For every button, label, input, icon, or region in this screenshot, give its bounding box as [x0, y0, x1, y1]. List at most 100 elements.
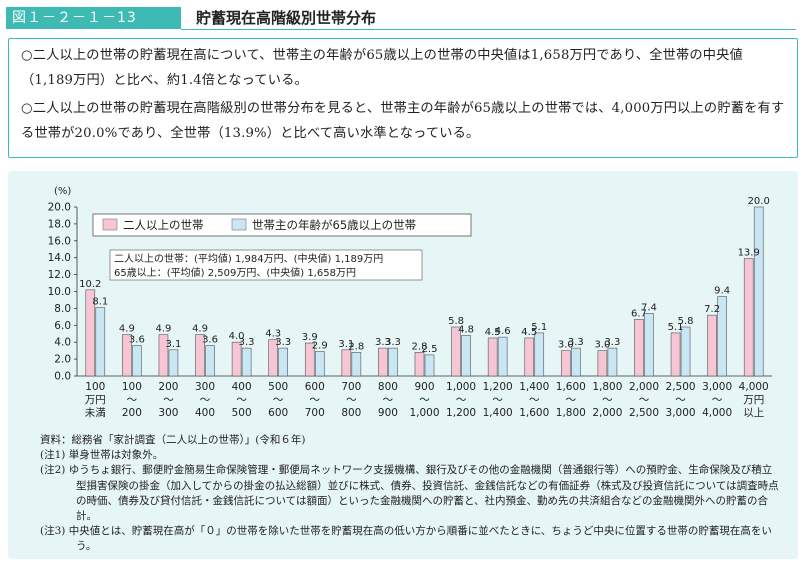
x-tick-label: ～	[346, 394, 357, 406]
bar-elderly-households	[424, 354, 435, 377]
x-tick-label: 200	[158, 381, 178, 393]
bar-elderly-households	[644, 313, 654, 377]
bar-all-households	[268, 339, 278, 377]
value-label-all-households: 4.3	[265, 329, 281, 340]
bar-elderly-households	[205, 345, 215, 377]
y-tick-label: 2.0	[54, 354, 71, 366]
x-tick-label: 700	[305, 407, 325, 419]
chart-x-labels: 100万円未満100～200200～300300～400400～500500～6…	[85, 381, 769, 419]
chart-value-labels: 10.28.14.93.64.93.14.93.6 4.03.34.33.3 3.9…	[79, 196, 770, 355]
legend-swatch-elderly-households	[231, 218, 247, 231]
bar-all-households	[524, 337, 535, 377]
value-label-elderly-households: 2.9	[312, 340, 328, 351]
x-tick-label: 4,000	[739, 381, 769, 393]
bar-elderly-households	[278, 347, 288, 377]
x-tick-label: 2,500	[666, 381, 696, 393]
value-label-elderly-households: 20.0	[748, 196, 770, 207]
bar-all-households	[195, 334, 205, 377]
y-tick-label: 14.0	[48, 252, 71, 264]
bar-all-households	[561, 350, 571, 377]
x-tick-label: 800	[341, 407, 361, 419]
value-label-all-households: 5.1	[668, 322, 684, 333]
bar-elderly-households	[95, 307, 106, 377]
summary-box: ○二人以上の世帯の貯蓄現在高について、世帯主の年齢が65歳以上の世帯の中央値は1…	[8, 38, 798, 158]
x-tick-label: ～	[127, 394, 138, 406]
x-tick-label: 3,000	[702, 381, 732, 393]
x-tick-label: 200	[122, 407, 142, 419]
value-label-elderly-households: 4.8	[458, 324, 474, 335]
x-tick-label: 未満	[85, 407, 106, 419]
value-label-all-households: 3.1	[338, 339, 354, 350]
note-1: (注1) 単身世帯は対象外。	[40, 449, 164, 462]
value-label-all-households: 6.7	[631, 308, 647, 319]
x-tick-label: 1,400	[519, 381, 549, 393]
y-tick-label: 12.0	[48, 269, 71, 281]
y-tick-label: 6.0	[54, 320, 71, 332]
bar-all-households	[341, 349, 352, 377]
value-label-elderly-households: 3.3	[385, 337, 401, 348]
value-label-elderly-households: 3.6	[202, 335, 218, 346]
bar-all-households	[414, 352, 425, 377]
x-tick-label: 100	[85, 381, 105, 393]
x-tick-label: 800	[378, 381, 398, 393]
x-tick-label: 600	[305, 381, 325, 393]
chart-axes: 0.0 2.0 4.0 6.0 8.0 10.0 12.0 14.0 16.0 18.0 20.0	[48, 202, 772, 383]
x-tick-label: 500	[268, 381, 288, 393]
bar-all-households	[158, 334, 169, 377]
bar-all-households	[85, 289, 96, 377]
bar-all-households	[670, 332, 681, 377]
annotation-box	[109, 249, 423, 281]
bar-elderly-households	[717, 296, 727, 377]
x-tick-label: 1,000	[409, 407, 439, 419]
x-tick-label: 万円	[85, 394, 106, 406]
value-label-elderly-households: 3.3	[239, 337, 255, 348]
value-label-elderly-households: 3.3	[604, 337, 620, 348]
bar-elderly-households	[571, 347, 581, 377]
x-tick-label: 1,600	[556, 381, 586, 393]
figure-title: 貯蓄現在高階級別世帯分布	[196, 9, 377, 27]
x-tick-label: 300	[158, 407, 178, 419]
value-label-all-households: 3.0	[594, 340, 610, 351]
value-label-all-households: 4.9	[119, 324, 135, 335]
x-tick-label: 700	[341, 381, 361, 393]
x-tick-label: ～	[419, 394, 430, 406]
y-axis-unit-label: (%)	[54, 186, 71, 197]
bar-all-households	[304, 342, 315, 377]
x-tick-label: ～	[200, 394, 211, 406]
value-label-elderly-households: 8.1	[92, 297, 108, 308]
bar-elderly-households	[680, 326, 691, 377]
value-label-elderly-households: 5.1	[531, 322, 547, 333]
value-label-all-households: 5.8	[448, 316, 464, 327]
value-label-elderly-households: 3.3	[275, 337, 291, 348]
x-tick-label: ～	[602, 394, 613, 406]
value-label-all-households: 4.9	[155, 324, 171, 335]
legend-box	[92, 213, 472, 237]
y-tick-label: 8.0	[54, 303, 71, 315]
x-tick-label: ～	[310, 394, 321, 406]
bar-elderly-households	[168, 349, 179, 377]
x-tick-label: 1,000	[446, 381, 476, 393]
x-tick-label: 900	[378, 407, 398, 419]
x-tick-label: 1,800	[556, 407, 586, 419]
x-tick-label: ～	[566, 394, 577, 406]
value-label-all-households: 4.5	[521, 327, 537, 338]
value-label-elderly-households: 3.6	[129, 335, 145, 346]
value-label-all-households: 13.9	[738, 248, 760, 259]
x-tick-label: ～	[675, 394, 686, 406]
x-tick-label: ～	[456, 394, 467, 406]
bar-all-households	[597, 350, 608, 377]
chart-legend: 二人以上の世帯 世帯主の年齢が65歳以上の世帯	[92, 213, 472, 237]
value-label-elderly-households: 3.1	[165, 339, 181, 350]
figure-header: 図１－２－１－13 貯蓄現在高階級別世帯分布	[0, 0, 807, 36]
value-label-all-households: 4.0	[229, 331, 245, 342]
note-2: (注2) ゆうちょ銀行、郵便貯金簡易生命保険管理・郵便局ネットワーク支援機構、銀…	[40, 464, 779, 523]
bar-elderly-households	[314, 351, 325, 377]
x-tick-label: 1,200	[483, 381, 513, 393]
bar-chart: 0.02.04.06.08.010.012.014.016.018.020.0 …	[48, 186, 772, 419]
y-tick-label: 16.0	[48, 235, 71, 247]
value-label-elderly-households: 4.6	[495, 326, 511, 337]
x-tick-label: ～	[383, 394, 394, 406]
value-label-all-households: 3.3	[375, 337, 391, 348]
value-label-all-households: 2.8	[412, 341, 428, 352]
x-tick-label: ～	[236, 394, 247, 406]
